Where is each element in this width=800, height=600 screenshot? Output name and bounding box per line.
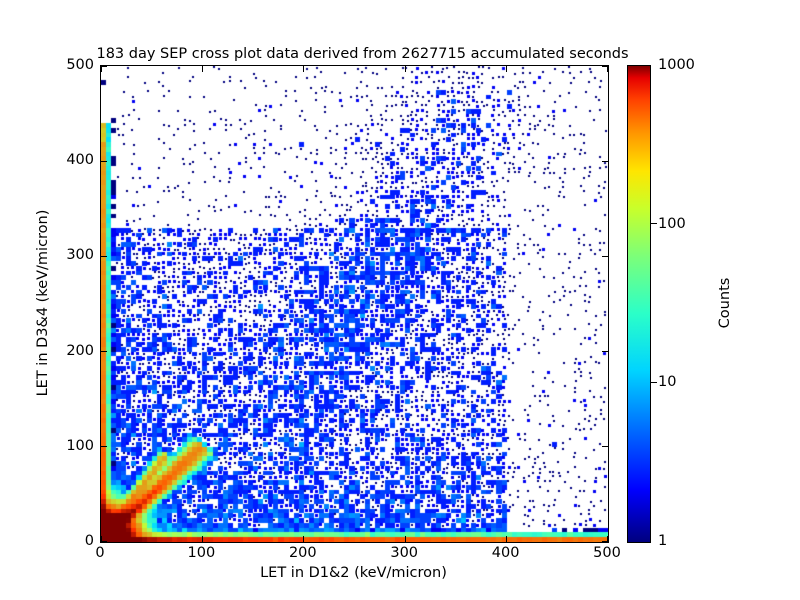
- y-tick-right-500: [602, 66, 608, 67]
- x-tick-top-300: [404, 66, 406, 72]
- y-tick-label-400: 400: [66, 152, 94, 169]
- y-tick-0: [101, 541, 107, 542]
- x-tick-200: [303, 536, 305, 542]
- x-tick-top-100: [201, 66, 204, 72]
- y-tick-label-300: 300: [66, 247, 94, 264]
- y-tick-300: [101, 255, 107, 258]
- y-tick-right-200: [602, 350, 608, 353]
- x-axis-label: LET in D1&2 (keV/micron): [260, 565, 447, 581]
- colorbar-tick-label-1000: 1000: [658, 57, 695, 73]
- colorbar-tick-label-10: 10: [658, 374, 677, 391]
- y-tick-label-200: 200: [66, 342, 94, 359]
- colorbar-label: Counts: [717, 277, 733, 329]
- colorbar-gradient: [628, 66, 650, 542]
- y-tick-500: [101, 66, 107, 67]
- x-tick-label-100: 100: [187, 545, 216, 561]
- y-tick-right-400: [602, 160, 608, 162]
- colorbar[interactable]: [627, 65, 651, 543]
- chart-title-line-1: 183 day SEP cross plot data derived from…: [96, 46, 629, 62]
- colorbar-tick-10: [651, 381, 657, 384]
- plot-area[interactable]: [100, 65, 609, 543]
- y-axis-label: LET in D3&4 (keV/micron): [35, 209, 51, 397]
- x-tick-400: [505, 536, 508, 542]
- x-tick-100: [201, 536, 204, 542]
- x-tick-0: [101, 536, 102, 542]
- colorbar-tick-label-100: 100: [658, 215, 686, 232]
- colorbar-tick-label-1: 1: [658, 533, 668, 549]
- y-tick-right-100: [602, 446, 608, 448]
- y-tick-200: [101, 350, 107, 353]
- y-tick-400: [101, 160, 107, 162]
- x-tick-top-200: [303, 66, 305, 72]
- y-tick-label-100: 100: [66, 437, 94, 454]
- x-tick-top-400: [505, 66, 508, 72]
- x-tick-label-0: 0: [95, 545, 105, 561]
- x-tick-500: [607, 536, 608, 542]
- x-tick-label-300: 300: [390, 545, 419, 561]
- x-tick-label-200: 200: [288, 545, 317, 561]
- y-tick-label-500: 500: [66, 57, 94, 73]
- y-tick-100: [101, 446, 107, 448]
- x-tick-top-500: [607, 66, 608, 72]
- y-tick-label-0: 0: [84, 533, 94, 549]
- x-tick-label-500: 500: [593, 545, 621, 561]
- y-tick-right-0: [602, 541, 608, 542]
- x-tick-300: [404, 536, 406, 542]
- x-tick-top-0: [101, 66, 102, 72]
- x-tick-label-400: 400: [491, 545, 520, 561]
- heatmap-scatter-canvas[interactable]: [101, 66, 608, 542]
- colorbar-tick-100: [651, 222, 657, 225]
- y-tick-right-300: [602, 255, 608, 258]
